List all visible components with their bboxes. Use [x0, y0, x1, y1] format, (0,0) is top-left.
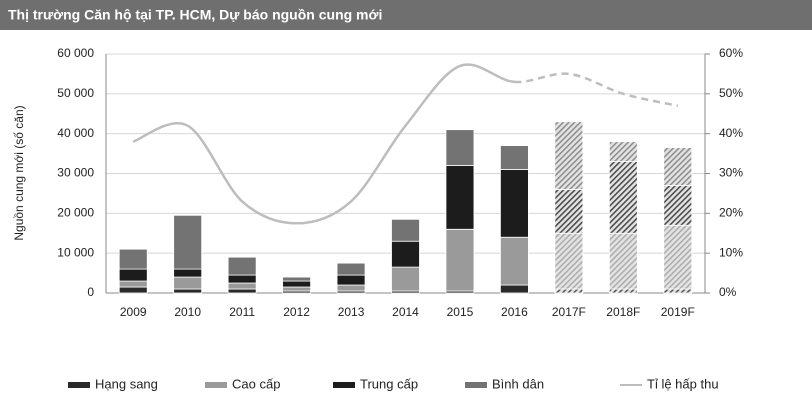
title-bar — [0, 0, 812, 30]
bar-segment — [118, 248, 148, 270]
bar-segment — [500, 284, 529, 294]
bar-segment — [500, 145, 529, 170]
x-tick-label: 2010 — [174, 305, 201, 319]
bar-segment — [391, 240, 420, 268]
legend-swatch — [333, 382, 355, 388]
y2-tick-label: 50% — [719, 86, 743, 100]
bar-segment — [282, 276, 311, 282]
bar-segment — [500, 169, 529, 238]
bar-segment — [118, 280, 148, 288]
bar-segment — [118, 268, 148, 282]
bar-segment — [554, 189, 584, 234]
y2-tick-label: 20% — [719, 206, 743, 220]
bar-segment — [227, 282, 257, 290]
bar-segment — [445, 129, 475, 166]
legend-label: Bình dân — [492, 376, 544, 391]
bar-segment — [282, 280, 311, 288]
bar-segment — [554, 232, 584, 290]
legend-label: Cao cấp — [232, 376, 280, 391]
y-tick-label: 30 000 — [57, 166, 94, 180]
x-tick-label: 2014 — [392, 305, 419, 319]
bar-segment — [663, 147, 693, 186]
y-tick-label: 10 000 — [57, 245, 94, 259]
bar-segment — [663, 185, 693, 226]
bar-segment — [445, 228, 475, 292]
bar-segment — [336, 262, 366, 276]
y2-tick-label: 40% — [719, 126, 743, 140]
legend-swatch — [68, 382, 90, 388]
bar-segment — [282, 286, 311, 292]
bar-segment — [663, 224, 693, 290]
x-tick-label: 2013 — [338, 305, 365, 319]
bar-segment — [391, 218, 420, 242]
y-tick-label: 50 000 — [57, 86, 94, 100]
x-tick-label: 2019F — [661, 305, 695, 319]
x-tick-label: 2009 — [120, 305, 147, 319]
y-tick-label: 20 000 — [57, 206, 94, 220]
bar-segment — [118, 286, 148, 294]
bar-segment — [336, 284, 366, 292]
bar-segment — [173, 214, 203, 270]
bar-segment — [445, 165, 475, 230]
y-tick-label: 40 000 — [57, 126, 94, 140]
bar-segment — [227, 274, 257, 284]
y2-tick-label: 30% — [719, 166, 743, 180]
legend-swatch — [205, 382, 227, 388]
bar-segment — [173, 268, 203, 278]
legend-label: Hạng sang — [95, 376, 158, 391]
x-tick-label: 2011 — [229, 305, 255, 319]
y-tick-label: 60 000 — [57, 46, 94, 60]
x-tick-label: 2015 — [447, 305, 474, 319]
bar-segment — [391, 266, 420, 292]
line-series — [132, 63, 515, 225]
bar-segment — [608, 232, 638, 290]
bar-segment — [608, 141, 638, 162]
x-tick-label: 2012 — [283, 305, 310, 319]
bar-segment — [173, 276, 203, 290]
bar-segment — [227, 256, 257, 276]
bar-segment — [227, 288, 257, 294]
y2-tick-label: 10% — [719, 245, 743, 259]
bar-segment — [663, 288, 693, 294]
chart-title: Thị trường Căn hộ tại TP. HCM, Dự báo ng… — [8, 7, 382, 23]
x-tick-label: 2016 — [501, 305, 528, 319]
bar-segment — [554, 288, 584, 294]
legend-swatch — [465, 382, 487, 388]
bar-segment — [608, 161, 638, 234]
y2-tick-label: 60% — [719, 46, 743, 60]
bar-segment — [608, 288, 638, 294]
bar-segment — [500, 236, 529, 286]
y2-tick-label: 0% — [719, 285, 737, 299]
legend-label: Trung cấp — [360, 376, 418, 391]
line-series-forecast — [514, 72, 679, 108]
legend-label: Tỉ lệ hấp thu — [647, 376, 719, 391]
bar-segment — [554, 121, 584, 190]
y-axis-label: Nguồn cung mới (số căn) — [12, 105, 26, 240]
y-tick-label: 0 — [87, 285, 94, 299]
bar-segment — [336, 274, 366, 286]
x-tick-label: 2017F — [552, 305, 586, 319]
bar-segment — [173, 288, 203, 294]
x-tick-label: 2018F — [606, 305, 640, 319]
